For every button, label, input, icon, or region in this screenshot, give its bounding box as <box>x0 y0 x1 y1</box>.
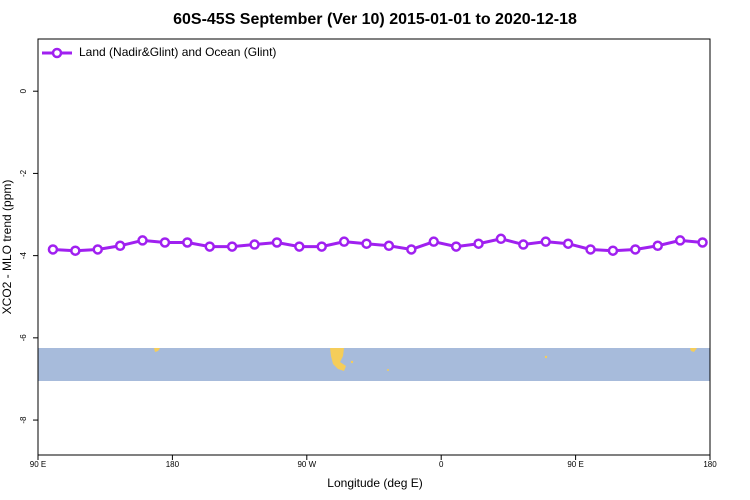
point <box>652 240 663 252</box>
y-tick-label: -6 <box>19 334 28 342</box>
point <box>383 240 395 252</box>
point <box>114 240 126 252</box>
point <box>70 245 81 256</box>
point <box>585 244 596 255</box>
point <box>271 237 283 248</box>
x-axis-label: Longitude (deg E) <box>327 476 422 490</box>
point <box>406 244 417 255</box>
point <box>361 238 372 249</box>
x-tick-label: 90 W <box>297 460 316 469</box>
point <box>607 245 619 256</box>
point <box>92 244 103 255</box>
point <box>137 235 148 246</box>
x-tick-label: 90 E <box>567 460 583 469</box>
point <box>316 241 327 252</box>
point <box>226 241 238 252</box>
point <box>495 233 507 245</box>
point <box>674 235 686 246</box>
point <box>450 241 462 252</box>
legend-marker <box>51 47 63 59</box>
point <box>518 239 529 250</box>
x-tick-label: 180 <box>166 460 180 469</box>
map-band <box>38 348 710 381</box>
point <box>204 241 215 252</box>
point <box>473 238 484 249</box>
y-tick-label: -2 <box>19 169 28 177</box>
chart-title: 60S-45S September (Ver 10) 2015-01-01 to… <box>173 11 577 28</box>
point <box>697 237 708 248</box>
point <box>428 236 439 247</box>
point <box>562 238 574 249</box>
point <box>630 244 641 255</box>
plot-frame <box>37 38 711 456</box>
point <box>159 237 171 248</box>
y-tick-label: -8 <box>19 416 28 424</box>
point <box>182 237 193 248</box>
y-axis-label: XCO2 - MLO trend (ppm) <box>0 180 14 315</box>
x-tick-label: 90 E <box>30 460 46 469</box>
legend-label: Land (Nadir&Glint) and Ocean (Glint) <box>79 45 276 59</box>
point <box>294 241 305 252</box>
x-tick-label: 180 <box>703 460 717 469</box>
series-line <box>52 237 703 253</box>
y-tick-label: 0 <box>19 88 28 93</box>
x-tick-label: 0 <box>439 460 444 469</box>
point <box>47 244 59 255</box>
point <box>249 239 260 250</box>
point <box>540 236 551 247</box>
point <box>338 236 350 247</box>
y-tick-label: -4 <box>19 252 28 260</box>
